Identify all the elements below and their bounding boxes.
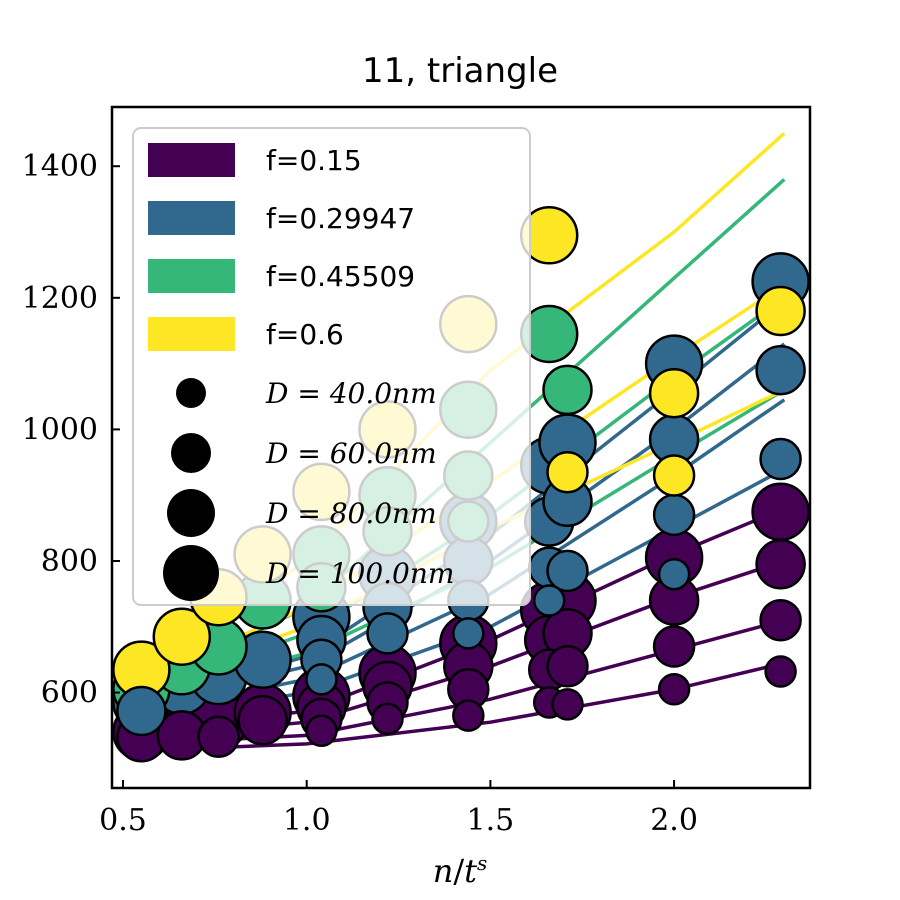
data-point: [542, 364, 593, 416]
data-point: [652, 625, 696, 668]
y-tick-label: 1400: [22, 149, 98, 184]
data-point: [546, 549, 589, 593]
data-point: [755, 344, 806, 396]
x-axis-ticks: 0.5 1.0 1.5 2.0: [99, 780, 698, 838]
legend-size-label: D = 80.0nm: [265, 497, 437, 530]
data-point: [551, 688, 584, 721]
legend-swatch: [148, 317, 235, 351]
data-point: [657, 557, 691, 591]
legend-label: f=0.29947: [266, 202, 415, 235]
y-tick-label: 1000: [22, 412, 98, 447]
data-point: [237, 694, 288, 746]
data-point: [532, 584, 566, 617]
legend-size-marker: [171, 433, 211, 473]
y-tick-label: 800: [41, 544, 98, 579]
data-point: [759, 598, 802, 642]
legend-size-marker: [167, 489, 215, 537]
x-axis-label: n/ts: [433, 851, 488, 890]
legend-size-label: D = 40.0nm: [265, 377, 437, 410]
data-point: [652, 454, 696, 497]
legend-box: [132, 127, 531, 606]
legend-size-label: D = 60.0nm: [265, 437, 437, 470]
data-point: [116, 685, 167, 737]
x-tick-label: 0.5: [99, 803, 147, 838]
legend-size-marker: [163, 545, 219, 601]
data-point: [305, 714, 338, 748]
legend-size-marker: [176, 378, 206, 408]
data-point: [305, 663, 338, 696]
legend-swatch: [148, 143, 235, 177]
data-point: [648, 367, 700, 419]
data-point: [755, 285, 806, 337]
data-point: [657, 673, 691, 706]
plot-frame: [110, 105, 812, 790]
data-point: [371, 702, 404, 736]
data-point: [546, 450, 589, 494]
data-point: [751, 482, 810, 541]
data-point: [197, 715, 240, 758]
data-point: [452, 699, 485, 732]
chart-title: 11, triangle: [362, 51, 558, 91]
legend-swatch: [148, 201, 235, 235]
y-tick-label: 1200: [22, 281, 98, 316]
data-point: [152, 607, 212, 666]
fit-line-series-0-d40: [141, 661, 785, 753]
x-tick-label: 2.0: [650, 803, 698, 838]
data-point: [546, 645, 589, 688]
data-point: [652, 493, 696, 537]
y-axis-ticks: 600 800 1000 1200 1400: [22, 149, 120, 711]
x-tick-label: 1.0: [283, 803, 331, 838]
y-tick-label: 600: [41, 676, 98, 711]
data-point: [764, 655, 797, 688]
legend-label: f=0.15: [266, 144, 362, 177]
data-point: [452, 617, 485, 650]
x-tick-label: 1.5: [467, 803, 515, 838]
data-point: [366, 612, 409, 655]
data-point: [755, 539, 806, 590]
legend-swatch: [148, 259, 235, 293]
legend-size-label: D = 100.0nm: [265, 557, 454, 590]
legend-label: f=0.6: [266, 318, 344, 351]
legend: f=0.15 f=0.29947 f=0.45509 f=0.6 D = 40.0nm D…: [132, 127, 531, 606]
data-point: [759, 437, 802, 481]
legend-label: f=0.45509: [266, 260, 415, 293]
